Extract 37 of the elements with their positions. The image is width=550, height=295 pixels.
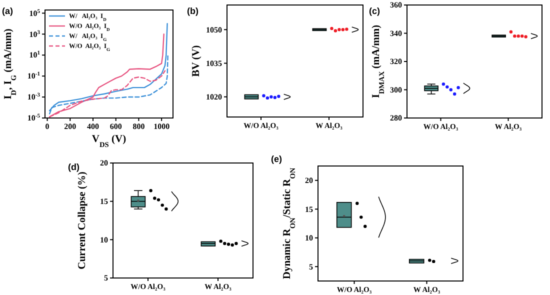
y-tick-label: 1035 — [206, 58, 222, 68]
y-axis-title: Current Collapse (%) — [77, 171, 88, 270]
y-tick-label: 10$^{5}$ — [29, 8, 40, 18]
x-tick-label: 0 — [45, 122, 50, 131]
y-tick-label: 5 — [309, 262, 313, 272]
x-axis-title: V$_{DS}$ (V) — [92, 134, 127, 148]
y-tick-label: 10 — [305, 234, 313, 243]
y-tick-label: 1020 — [206, 92, 222, 102]
y-tick-label: 10$^{-1}$ — [27, 72, 40, 81]
y-axis-title: BV (V) — [191, 44, 202, 77]
y-tick-label: 20 — [100, 158, 108, 168]
chart-title: (e) — [271, 154, 282, 164]
x-tick-label: 200 — [64, 122, 76, 131]
y-tick-label: 10$^{3}$ — [29, 30, 40, 39]
chart-title: (b) — [187, 6, 198, 16]
y-tick-label: 20 — [305, 176, 313, 186]
x-tick-label: 800 — [132, 122, 145, 131]
y-tick-label: 1050 — [206, 25, 222, 34]
x-tick-label: 600 — [110, 122, 122, 131]
y-tick-label: 10$^{-5}$ — [27, 114, 40, 123]
y-tick-label: 360 — [390, 0, 402, 10]
x-tick-label: 400 — [87, 122, 99, 131]
line-series — [48, 23, 168, 112]
y-tick-label: 10$^{1}$ — [29, 50, 40, 60]
y-tick-label: 5 — [104, 274, 108, 283]
y-tick-label: 300 — [390, 85, 402, 94]
chart-title: (c) — [369, 6, 380, 16]
y-tick-label: 15 — [100, 196, 108, 206]
y-tick-label: 10 — [100, 235, 108, 244]
y-tick-label: 280 — [390, 114, 402, 123]
chart-title: (d) — [68, 162, 80, 172]
y-tick-label: 340 — [390, 28, 402, 38]
y-tick-label: 15 — [305, 204, 313, 214]
y-tick-label: 10$^{-3}$ — [27, 92, 40, 102]
x-tick-label: 1000 — [154, 122, 170, 131]
y-tick-label: 320 — [390, 57, 402, 66]
chart-title: (a) — [2, 6, 13, 16]
